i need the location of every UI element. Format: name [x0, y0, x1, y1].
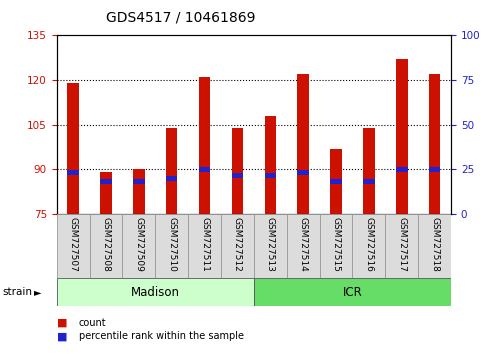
Text: GSM727509: GSM727509 [135, 217, 143, 272]
Text: GSM727514: GSM727514 [299, 217, 308, 272]
Bar [287, 214, 319, 278]
Bar [90, 214, 122, 278]
Bar [199, 167, 211, 172]
Bar [429, 74, 440, 214]
Text: GSM727513: GSM727513 [266, 217, 275, 272]
Text: GSM727516: GSM727516 [364, 217, 373, 272]
Text: GSM727507: GSM727507 [69, 217, 77, 272]
Bar [352, 214, 386, 278]
Text: Madison: Madison [131, 286, 180, 298]
Bar [155, 214, 188, 278]
Bar [363, 179, 375, 184]
Bar [330, 179, 342, 184]
Bar [133, 170, 144, 214]
Bar [265, 173, 276, 178]
Bar [265, 116, 276, 214]
Bar [418, 214, 451, 278]
Text: GSM727511: GSM727511 [200, 217, 209, 272]
Bar [68, 170, 79, 175]
Bar [188, 214, 221, 278]
Text: ■: ■ [57, 331, 67, 341]
Text: GSM727512: GSM727512 [233, 217, 242, 272]
Bar [232, 173, 243, 178]
Text: ■: ■ [57, 318, 67, 328]
Text: GSM727518: GSM727518 [430, 217, 439, 272]
Bar [57, 278, 254, 306]
Bar [363, 128, 375, 214]
Text: GSM727515: GSM727515 [332, 217, 341, 272]
Text: GSM727517: GSM727517 [397, 217, 406, 272]
Bar [429, 167, 440, 172]
Bar [221, 214, 254, 278]
Bar [297, 74, 309, 214]
Bar [396, 167, 408, 172]
Bar [330, 149, 342, 214]
Bar [68, 83, 79, 214]
Bar [57, 214, 90, 278]
Bar [254, 214, 287, 278]
Bar [396, 59, 408, 214]
Bar [166, 176, 177, 181]
Text: percentile rank within the sample: percentile rank within the sample [79, 331, 244, 341]
Bar [100, 179, 112, 184]
Bar [386, 214, 418, 278]
Bar [319, 214, 352, 278]
Bar [166, 128, 177, 214]
Bar [232, 128, 243, 214]
Text: ►: ► [34, 287, 41, 297]
Bar [254, 278, 451, 306]
Text: GSM727510: GSM727510 [167, 217, 176, 272]
Text: count: count [79, 318, 106, 328]
Text: ICR: ICR [343, 286, 362, 298]
Bar [199, 77, 211, 214]
Bar [133, 179, 144, 184]
Bar [122, 214, 155, 278]
Bar [100, 172, 112, 214]
Text: GDS4517 / 10461869: GDS4517 / 10461869 [106, 11, 255, 25]
Text: GSM727508: GSM727508 [102, 217, 110, 272]
Bar [297, 170, 309, 175]
Text: strain: strain [2, 287, 33, 297]
